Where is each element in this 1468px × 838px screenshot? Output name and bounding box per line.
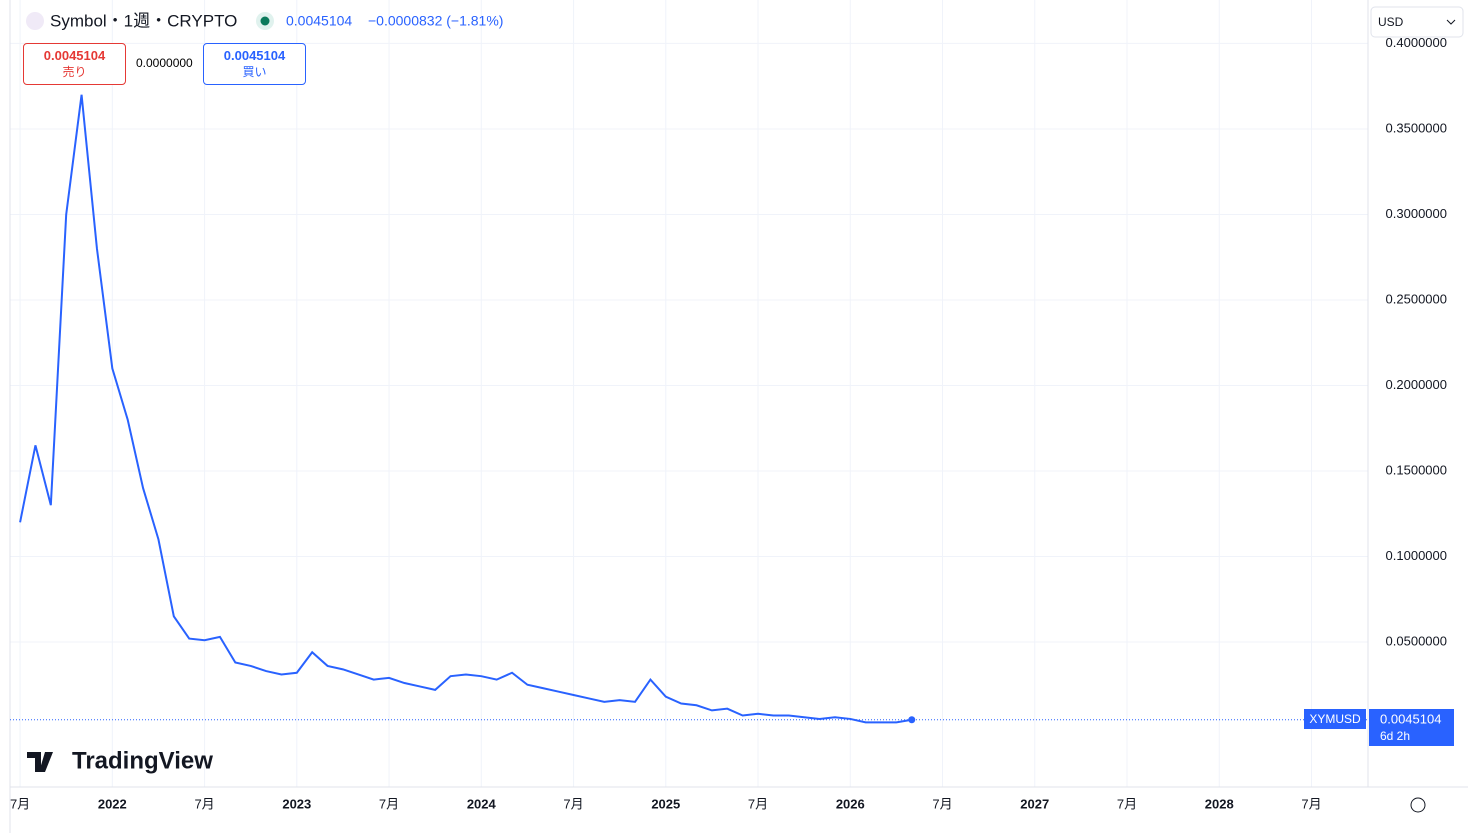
symbol: Symbol・1週・CRYPTO xyxy=(50,11,237,30)
x-tick-label: 7月 xyxy=(1301,796,1321,811)
price-line xyxy=(19,94,912,724)
x-tick-label: 2022 xyxy=(98,796,127,811)
x-tick-label: 2024 xyxy=(467,796,497,811)
y-tick-label: 0.1000000 xyxy=(1386,548,1447,563)
grid xyxy=(10,0,1368,787)
countdown: 6d 2h xyxy=(1380,729,1410,743)
x-tick-label: 7月 xyxy=(10,796,30,811)
y-tick-label: 0.4000000 xyxy=(1386,35,1447,50)
tag-price: 0.0045104 xyxy=(1380,711,1441,726)
market-status xyxy=(260,16,270,26)
settings-icon[interactable] xyxy=(1410,797,1426,813)
header: Symbol・1週・CRYPTO 0.0045104 −0.0000832 (−… xyxy=(26,11,503,30)
x-tick-label: 2026 xyxy=(836,796,865,811)
y-tick-label: 0.2500000 xyxy=(1386,291,1447,306)
x-tick-label: 2027 xyxy=(1020,796,1049,811)
currency-select[interactable] xyxy=(1370,6,1464,38)
y-tick-label: 0.2000000 xyxy=(1386,377,1447,392)
y-tick-label: 0.3000000 xyxy=(1386,206,1447,221)
x-tick-label: 7月 xyxy=(932,796,952,811)
ticker-tag xyxy=(1304,709,1366,729)
x-tick-label: 7月 xyxy=(563,796,583,811)
buy-price: 0.0045104 xyxy=(223,48,286,63)
logo-icon xyxy=(27,752,53,772)
dropdown-arrow xyxy=(1446,19,1456,25)
spread: 0.0000000 xyxy=(136,56,193,70)
x-tick-label: 7月 xyxy=(194,796,214,811)
sell-price: 0.0045104 xyxy=(43,48,106,63)
y-tick-label: 0.3500000 xyxy=(1386,120,1447,135)
last-point xyxy=(908,716,916,724)
x-tick-label: 2025 xyxy=(651,796,680,811)
x-tick-label: 7月 xyxy=(1117,796,1137,811)
x-tick-label: 2028 xyxy=(1205,796,1234,811)
currency: USD xyxy=(1378,15,1404,29)
ticker: XYMUSD xyxy=(1309,712,1361,726)
buy-button[interactable]: 0.0045104 買い xyxy=(203,43,306,85)
header-change: −0.0000832 (−1.81%) xyxy=(368,13,503,29)
symbol-icon xyxy=(26,12,44,30)
sell-button[interactable]: 0.0045104 売り xyxy=(23,43,126,85)
y-tick-label: 0.0500000 xyxy=(1386,633,1447,648)
x-tick-label: 7月 xyxy=(748,796,768,811)
header-price: 0.0045104 xyxy=(286,13,352,29)
buy-label: 買い xyxy=(242,65,267,79)
plot xyxy=(10,94,1368,724)
price-tag xyxy=(1369,709,1454,746)
logo-text: TradingView xyxy=(72,747,213,774)
y-tick-label: 0.1500000 xyxy=(1386,462,1447,477)
x-tick-label: 2023 xyxy=(282,796,311,811)
x-tick-label: 7月 xyxy=(379,796,399,811)
logo: TradingView xyxy=(27,747,213,774)
sell-label: 売り xyxy=(62,65,87,79)
